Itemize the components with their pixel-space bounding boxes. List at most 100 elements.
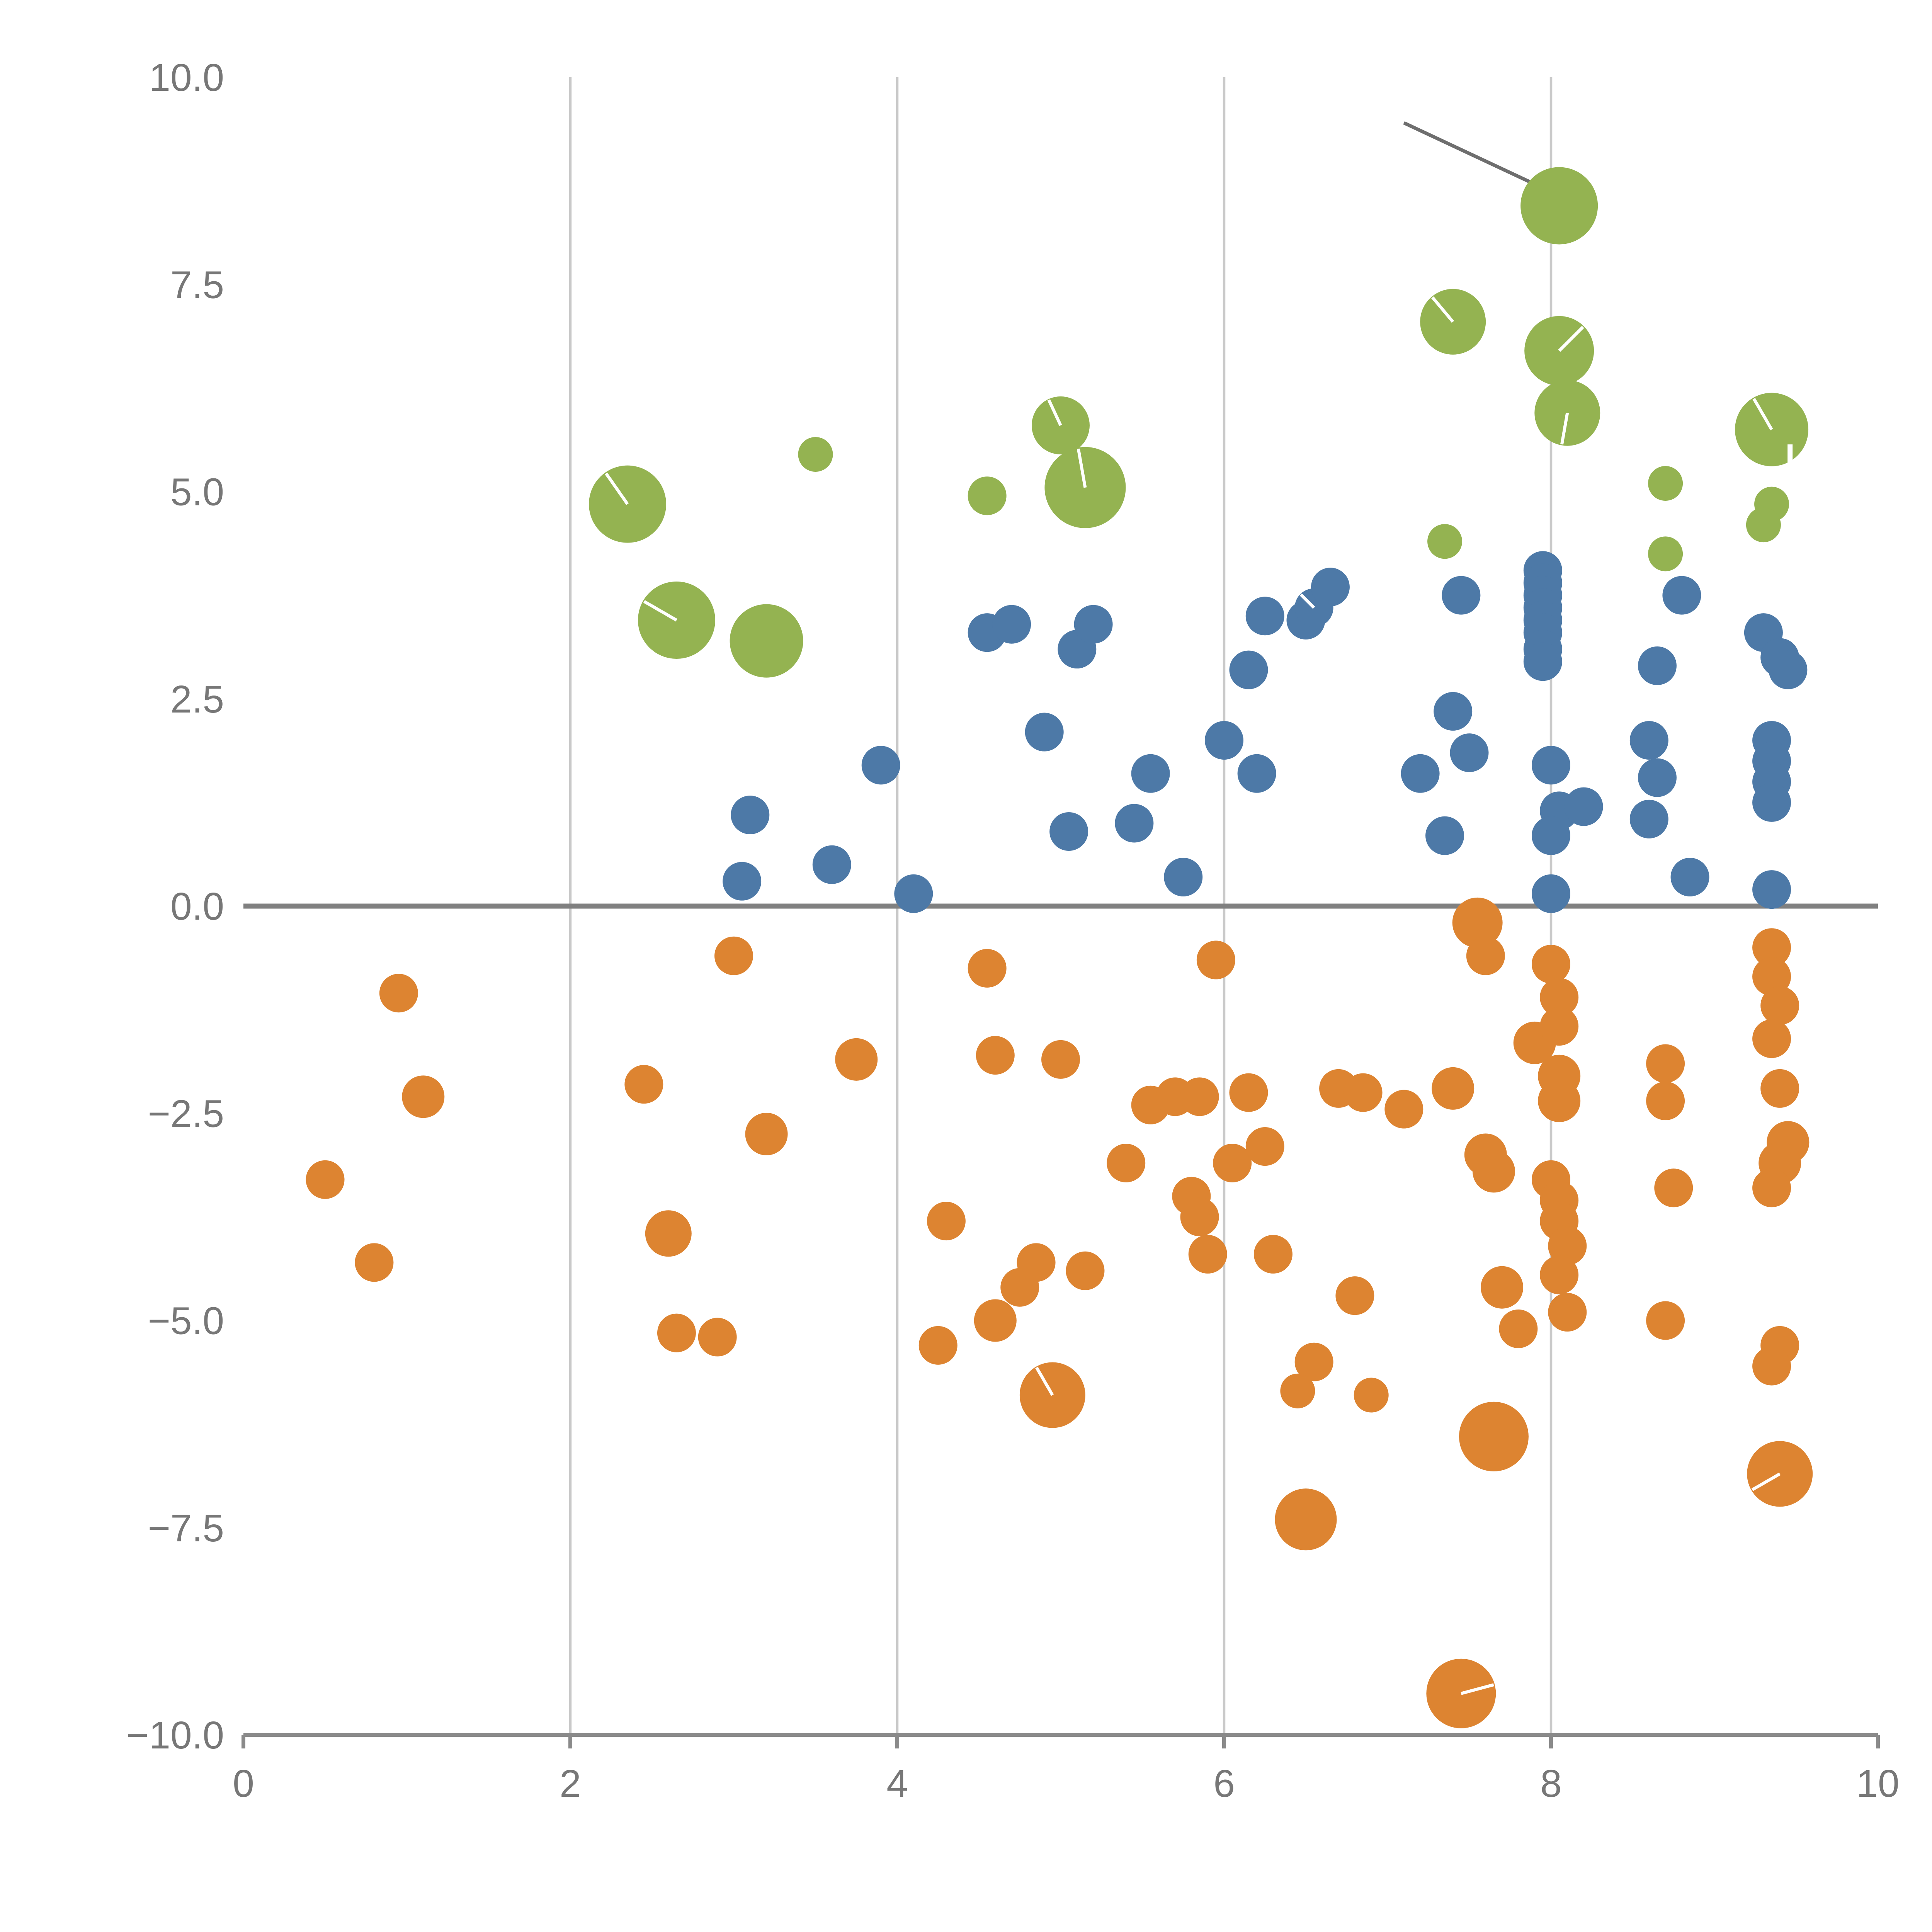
data-point [1481, 1266, 1524, 1309]
data-point [812, 845, 851, 884]
data-point [1499, 1309, 1538, 1348]
bubble-labels: LP Nu w [966, 432, 1849, 1349]
data-point [1280, 1373, 1315, 1408]
y-tick-label: 5.0 [170, 471, 224, 514]
bubble-label: N [966, 669, 1002, 726]
bubble-leader-line [1461, 1683, 1494, 1695]
data-point [927, 1202, 966, 1241]
data-point [1180, 1197, 1219, 1236]
data-point [1540, 1255, 1579, 1294]
data-point [1049, 812, 1088, 851]
data-point [1229, 650, 1268, 689]
data-point [974, 1299, 1017, 1342]
data-point [1548, 1293, 1587, 1332]
y-tick-label: −2.5 [148, 1092, 224, 1135]
data-point [1344, 1073, 1383, 1112]
y-tick-label: −7.5 [148, 1507, 224, 1550]
data-point [1747, 1441, 1813, 1507]
data-point [1074, 605, 1113, 644]
data-point [1532, 874, 1570, 913]
data-point [1629, 721, 1668, 760]
data-point [1432, 1067, 1475, 1110]
x-tick-label: 2 [560, 1762, 581, 1805]
data-point [1041, 1040, 1080, 1079]
y-tick-label: 0.0 [170, 885, 224, 928]
x-tick-label: 0 [233, 1762, 254, 1805]
data-point [1466, 936, 1505, 975]
y-tick-label: 10.0 [149, 56, 224, 99]
data-point [1638, 646, 1677, 685]
data-point [1752, 1347, 1791, 1386]
bubble-label: w [1515, 675, 1546, 723]
data-point [1245, 1127, 1284, 1166]
data-point [1237, 754, 1276, 793]
data-point [1335, 1276, 1374, 1315]
data-point [1205, 721, 1243, 760]
y-tick-label: 2.5 [170, 678, 224, 721]
data-point [992, 605, 1031, 644]
data-point [1229, 1073, 1268, 1112]
bubble-label: u [1126, 1301, 1150, 1349]
data-point [1275, 1488, 1337, 1551]
bubble-label: LP [1783, 432, 1849, 493]
data-point [1354, 1378, 1389, 1413]
data-point [1752, 1019, 1791, 1058]
series-blue-dots [723, 551, 1808, 913]
data-point [1638, 758, 1677, 797]
data-point [798, 437, 833, 472]
data-point [1538, 1080, 1581, 1122]
data-point [714, 936, 753, 975]
data-point [731, 796, 770, 835]
bubble-leader-line [1077, 448, 1087, 488]
bubble-leader-line [1047, 399, 1062, 426]
data-point [835, 1038, 878, 1081]
data-point [1540, 1007, 1579, 1046]
bubble-leader-line [1299, 593, 1315, 609]
bubble-leader-line [1751, 1472, 1781, 1492]
x-axis: 0 2 4 6 8 10 [233, 1733, 1900, 1805]
data-point [1180, 1077, 1219, 1116]
data-point [355, 1243, 394, 1282]
series-green-bubbles [589, 167, 1809, 678]
data-point [1548, 1226, 1587, 1265]
data-point [1131, 754, 1170, 793]
data-point [1564, 787, 1603, 826]
data-point [1459, 1401, 1529, 1471]
data-point [698, 1318, 737, 1357]
y-tick-label: −5.0 [148, 1299, 224, 1343]
data-point [1384, 1090, 1423, 1129]
x-tick-label: 8 [1540, 1762, 1562, 1805]
data-point [1245, 597, 1284, 636]
data-point [1646, 1082, 1685, 1121]
data-point [1648, 466, 1683, 501]
data-point [1629, 799, 1668, 838]
data-point [1646, 1044, 1685, 1083]
data-point [1523, 642, 1562, 681]
data-point [1017, 1243, 1056, 1282]
data-point [1752, 870, 1791, 909]
data-point [1670, 857, 1709, 896]
bubble-leader-line [1560, 413, 1569, 445]
data-point [1188, 1235, 1227, 1274]
data-point [1472, 1150, 1515, 1193]
data-point [1752, 957, 1791, 996]
data-point [723, 862, 762, 901]
data-point [1760, 986, 1799, 1025]
data-point [1311, 568, 1350, 607]
data-point [730, 604, 803, 678]
data-point [1752, 783, 1791, 822]
data-point [1646, 1301, 1685, 1340]
data-point [1532, 746, 1570, 785]
data-point [1540, 978, 1579, 1017]
bubble-leader-line [1035, 1367, 1054, 1396]
data-point [1253, 1235, 1293, 1274]
data-point [1662, 576, 1701, 615]
bubble-leader-line [643, 600, 677, 622]
data-point [1769, 650, 1808, 689]
data-point [379, 974, 418, 1013]
bubble-leader-line [605, 472, 629, 505]
data-point [306, 1160, 345, 1199]
data-point [1294, 1342, 1333, 1381]
